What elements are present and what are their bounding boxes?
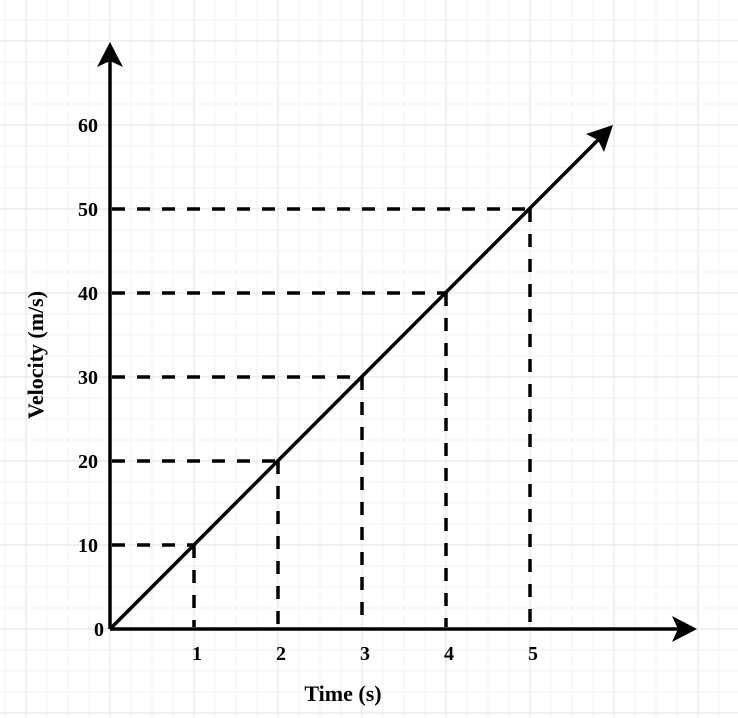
y-tick-label: 0 (94, 619, 104, 641)
data-line (108, 125, 613, 631)
x-tick-label: 2 (276, 643, 286, 665)
y-tick-labels: 0 10 20 30 40 50 60 (78, 115, 104, 641)
x-tick-label: 4 (444, 643, 454, 665)
projection-lines (112, 207, 532, 627)
x-tick-label: 3 (360, 643, 370, 665)
x-tick-label: 5 (528, 643, 538, 665)
axes (97, 42, 697, 642)
line-arrow-icon (586, 125, 613, 152)
x-axis-title: Time (s) (304, 681, 381, 706)
y-tick-label: 60 (78, 115, 98, 137)
y-axis-title: Velocity (m/s) (23, 291, 48, 419)
y-tick-label: 30 (78, 367, 98, 389)
y-tick-label: 40 (78, 283, 98, 305)
y-axis-arrow-icon (97, 42, 123, 67)
y-tick-label: 10 (78, 535, 98, 557)
y-tick-label: 50 (78, 199, 98, 221)
x-axis-arrow-icon (672, 616, 697, 642)
y-tick-label: 20 (78, 451, 98, 473)
x-tick-labels: 1 2 3 4 5 (192, 643, 538, 665)
x-tick-label: 1 (192, 643, 202, 665)
